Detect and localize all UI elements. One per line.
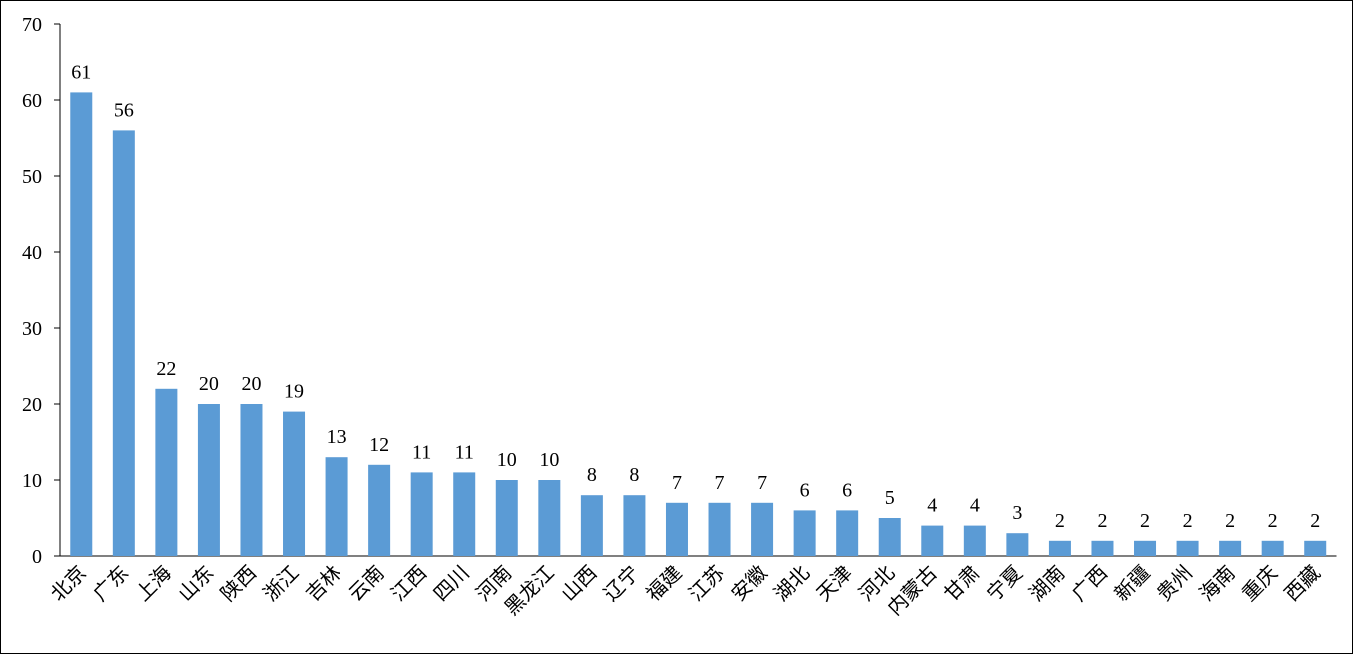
data-label: 2: [1268, 510, 1278, 532]
data-label: 2: [1183, 510, 1193, 532]
bar: [325, 457, 348, 556]
bar: [112, 130, 135, 556]
bar: [708, 502, 731, 556]
data-label: 2: [1097, 510, 1107, 532]
data-label: 8: [629, 464, 639, 486]
data-label: 56: [114, 99, 134, 121]
data-label: 4: [927, 495, 937, 517]
data-label: 4: [970, 495, 980, 517]
y-tick-label: 70: [22, 14, 42, 36]
data-label: 5: [885, 487, 895, 509]
data-label: 2: [1225, 510, 1235, 532]
data-label: 10: [539, 449, 559, 471]
data-label: 6: [842, 479, 852, 501]
data-label: 61: [71, 61, 91, 83]
bar: [921, 525, 944, 556]
bar: [836, 510, 859, 556]
bar: [963, 525, 986, 556]
data-label: 2: [1310, 510, 1320, 532]
y-tick-label: 10: [22, 470, 42, 492]
data-label: 8: [587, 464, 597, 486]
data-label: 3: [1012, 502, 1022, 524]
bar: [368, 464, 391, 556]
bar: [878, 518, 901, 556]
bar: [580, 495, 603, 556]
bar: [665, 502, 688, 556]
data-label: 20: [241, 373, 261, 395]
bar: [410, 472, 433, 556]
data-label: 11: [412, 441, 431, 463]
data-label: 2: [1055, 510, 1065, 532]
bar: [793, 510, 816, 556]
bar: [70, 92, 93, 557]
bar: [1134, 540, 1157, 556]
data-label: 2: [1140, 510, 1150, 532]
bar: [495, 480, 518, 556]
bar: [197, 404, 220, 556]
data-label: 7: [757, 472, 767, 494]
data-label: 11: [455, 441, 474, 463]
data-label: 7: [715, 472, 725, 494]
y-tick-label: 40: [22, 242, 42, 264]
bar: [1048, 540, 1071, 556]
data-label: 6: [800, 479, 810, 501]
bar: [1006, 533, 1029, 556]
bar: [453, 472, 476, 556]
bar: [538, 480, 561, 556]
data-label: 7: [672, 472, 682, 494]
data-label: 22: [156, 358, 176, 380]
data-label: 19: [284, 381, 304, 403]
data-label: 12: [369, 434, 389, 456]
data-label: 20: [199, 373, 219, 395]
bar: [1304, 540, 1327, 556]
y-tick-label: 50: [22, 166, 42, 188]
data-label: 10: [497, 449, 517, 471]
bar: [623, 495, 646, 556]
y-tick-label: 0: [32, 546, 42, 568]
bar: [1219, 540, 1242, 556]
bar: [1176, 540, 1199, 556]
bar: [1261, 540, 1284, 556]
bar: [155, 388, 178, 556]
bar: [1091, 540, 1114, 556]
bar: [283, 411, 306, 556]
y-tick-label: 20: [22, 394, 42, 416]
y-tick-label: 30: [22, 318, 42, 340]
bar: [751, 502, 774, 556]
data-label: 13: [327, 426, 347, 448]
y-tick-label: 60: [22, 90, 42, 112]
bar: [240, 404, 263, 556]
